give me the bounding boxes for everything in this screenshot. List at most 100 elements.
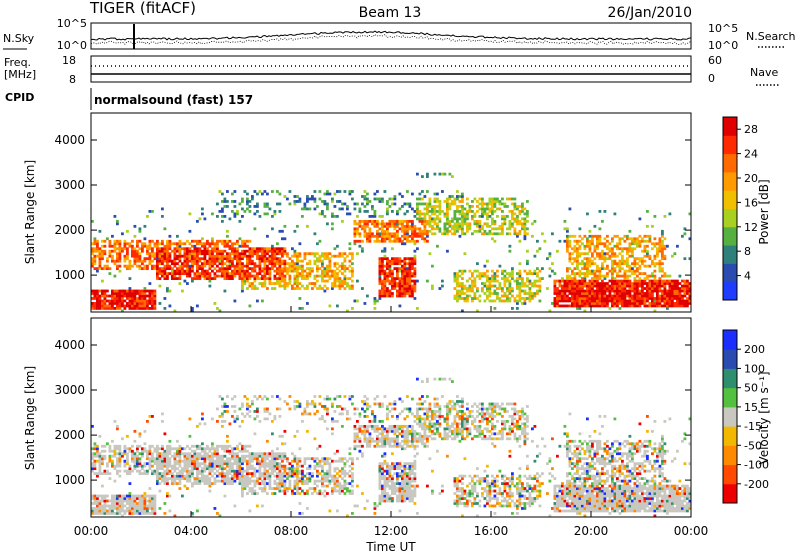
echo-cell bbox=[96, 294, 99, 298]
echo-cell bbox=[661, 297, 664, 300]
echo-cell bbox=[561, 304, 564, 308]
echo-cell bbox=[573, 244, 577, 248]
echo-cell bbox=[116, 512, 119, 515]
echo-cell bbox=[521, 279, 524, 283]
echo-cell bbox=[683, 289, 687, 293]
echo-cell bbox=[391, 222, 394, 226]
echo-cell bbox=[303, 252, 307, 256]
echo-cell bbox=[233, 267, 237, 271]
echo-cell bbox=[138, 432, 142, 436]
echo-cell bbox=[188, 447, 192, 451]
echo-cell bbox=[261, 472, 264, 476]
echo-cell bbox=[123, 449, 127, 453]
echo-cell bbox=[511, 289, 514, 293]
echo-cell bbox=[168, 457, 172, 461]
echo-cell bbox=[578, 294, 582, 298]
echo-cell bbox=[151, 259, 154, 263]
echo-cell bbox=[386, 272, 389, 275]
echo-cell bbox=[186, 457, 189, 461]
echo-cell bbox=[233, 477, 237, 480]
echo-cell bbox=[163, 244, 167, 248]
echo-cell bbox=[163, 432, 167, 436]
echo-cell bbox=[271, 227, 274, 231]
echo-cell bbox=[183, 452, 187, 456]
echo-cell bbox=[391, 232, 394, 236]
y-tick-label: 4000 bbox=[54, 133, 85, 147]
echo-cell bbox=[371, 234, 374, 238]
echo-cell bbox=[531, 234, 534, 238]
echo-cell bbox=[663, 294, 667, 298]
echo-cell bbox=[491, 212, 494, 216]
echo-cell bbox=[106, 494, 109, 498]
echo-cell bbox=[338, 282, 342, 285]
echo-cell bbox=[198, 469, 202, 473]
echo-cell bbox=[151, 294, 154, 298]
echo-cell bbox=[396, 234, 399, 238]
echo-cell bbox=[278, 252, 282, 256]
echo-cell bbox=[298, 264, 302, 268]
echo-cell bbox=[373, 302, 377, 305]
echo-cell bbox=[281, 452, 284, 456]
echo-cell bbox=[133, 292, 137, 295]
echo-cell bbox=[258, 249, 262, 253]
echo-cell bbox=[321, 210, 324, 213]
echo-cell bbox=[628, 267, 632, 271]
echo-cell bbox=[353, 219, 357, 223]
echo-cell bbox=[108, 242, 112, 246]
echo-cell bbox=[193, 272, 197, 275]
echo-cell bbox=[473, 229, 477, 233]
echo-cell bbox=[473, 282, 477, 285]
echo-cell bbox=[401, 284, 404, 288]
echo-cell bbox=[98, 507, 102, 510]
echo-cell bbox=[223, 277, 227, 280]
echo-cell bbox=[271, 487, 274, 490]
echo-cell bbox=[603, 267, 607, 271]
echo-cell bbox=[528, 297, 532, 300]
echo-cell bbox=[306, 287, 309, 290]
echo-cell bbox=[336, 262, 339, 266]
echo-cell bbox=[228, 247, 232, 251]
echo-cell bbox=[386, 257, 389, 261]
echo-cell bbox=[118, 497, 122, 500]
echo-cell bbox=[131, 469, 134, 473]
echo-cell bbox=[276, 202, 279, 206]
echo-cell bbox=[141, 504, 144, 508]
echo-cell bbox=[271, 244, 274, 248]
echo-cell bbox=[416, 279, 419, 283]
echo-cell bbox=[381, 222, 384, 226]
echo-cell bbox=[123, 264, 127, 268]
echo-cell bbox=[191, 252, 194, 256]
echo-cell bbox=[518, 272, 522, 275]
echo-cell bbox=[571, 304, 574, 308]
echo-cell bbox=[133, 507, 137, 510]
echo-cell bbox=[578, 262, 582, 266]
echo-cell bbox=[218, 190, 222, 193]
echo-cell bbox=[413, 279, 417, 283]
echo-cell bbox=[388, 282, 392, 285]
echo-cell bbox=[173, 514, 177, 518]
echo-cell bbox=[288, 257, 292, 261]
echo-cell bbox=[93, 499, 97, 503]
echo-cell bbox=[383, 237, 387, 241]
echo-cell bbox=[158, 242, 162, 246]
echo-cell bbox=[463, 212, 467, 216]
echo-cell bbox=[646, 287, 649, 290]
echo-cell bbox=[658, 237, 662, 241]
echo-cell bbox=[348, 192, 352, 196]
echo-cell bbox=[513, 217, 517, 221]
echo-cell bbox=[156, 452, 159, 456]
echo-cell bbox=[406, 284, 409, 288]
echo-cell bbox=[153, 307, 157, 310]
echo-cell bbox=[513, 232, 517, 236]
echo-cell bbox=[388, 267, 392, 271]
echo-cell bbox=[193, 259, 197, 263]
echo-cell bbox=[223, 454, 227, 458]
echo-cell bbox=[401, 277, 404, 280]
echo-cell bbox=[658, 242, 662, 246]
echo-cell bbox=[366, 210, 369, 213]
echo-cell bbox=[606, 304, 609, 308]
echo-cell bbox=[156, 269, 159, 273]
echo-cell bbox=[618, 294, 622, 298]
echo-cell bbox=[173, 242, 177, 246]
echo-cell bbox=[381, 282, 384, 285]
